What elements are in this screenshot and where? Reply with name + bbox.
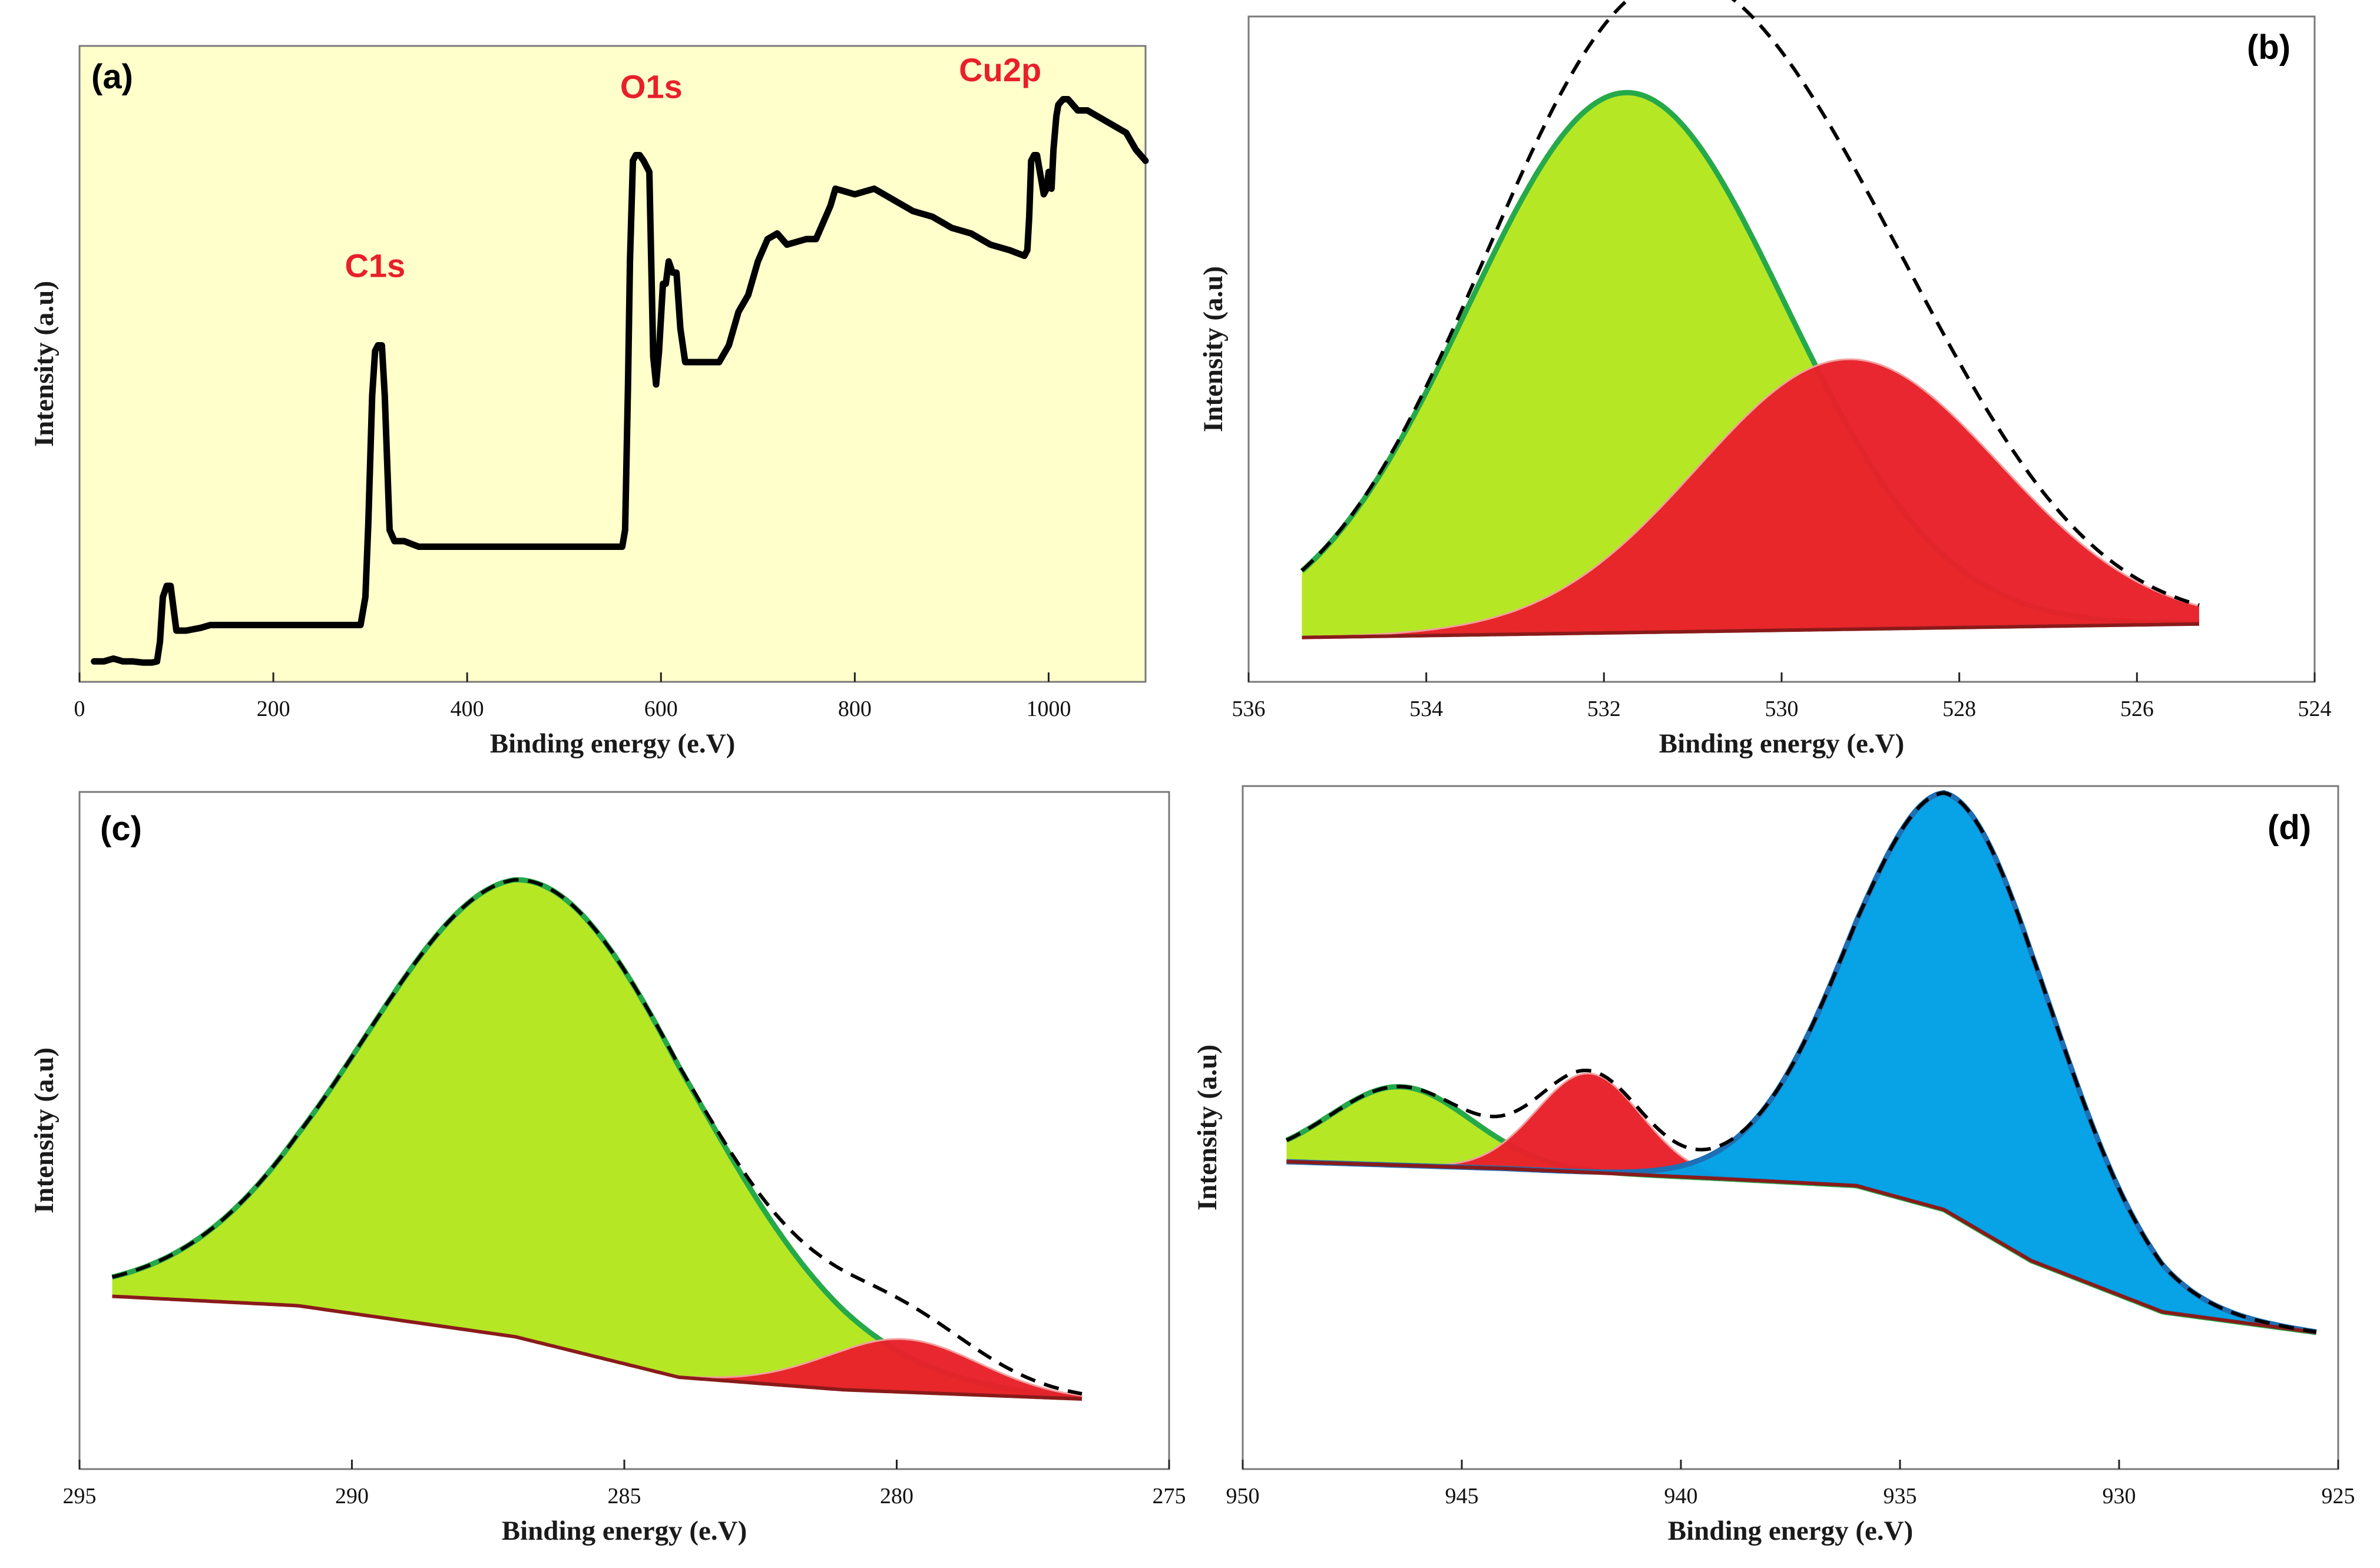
component-green-area	[112, 880, 1082, 1399]
x-tick-label: 940	[1664, 1484, 1698, 1509]
y-axis-title: Intensity (a.u)	[1192, 1045, 1223, 1211]
x-tick-label: 200	[257, 697, 290, 721]
panel-label: (c)	[100, 810, 142, 848]
x-tick-label: 945	[1445, 1484, 1479, 1509]
component-blue-area	[1286, 793, 2316, 1332]
component-red-area	[112, 1296, 1082, 1399]
component-red-area	[1286, 1073, 2316, 1332]
y-axis-title: Intensity (a.u)	[1198, 266, 1229, 432]
x-tick-label: 800	[838, 697, 872, 721]
panel-label: (d)	[2268, 808, 2311, 847]
x-tick-label: 400	[451, 697, 484, 721]
component-green-area	[1302, 92, 2199, 638]
panel-label: (a)	[91, 58, 133, 96]
x-tick-label: 295	[63, 1484, 97, 1509]
x-tick-label: 950	[1226, 1484, 1260, 1509]
component-red-curve	[1302, 358, 2200, 638]
panel-b-o1s-chart: 536 534 532 530 528 526 524 Binding energy (e.V…	[1198, 0, 2332, 759]
component-green-area	[1286, 1086, 2316, 1332]
x-axis-title: Binding energy (e.V)	[502, 1516, 747, 1546]
x-tick-label: 1000	[1026, 697, 1071, 721]
x-tick-label: 935	[1884, 1484, 1917, 1509]
x-tick-label: 526	[2120, 697, 2154, 721]
x-axis-title: Binding energy (e.V)	[1668, 1516, 1913, 1546]
y-axis-title: Intensity (a.u)	[29, 1047, 59, 1214]
peak-annotation: O1s	[620, 68, 683, 105]
x-tick-label: 280	[880, 1484, 913, 1509]
x-tick-label: 532	[1587, 697, 1621, 721]
peak-annotation: Cu2p	[959, 51, 1041, 88]
panel-label: (b)	[2247, 28, 2290, 67]
x-axis-title: Binding energy (e.V)	[1659, 728, 1904, 759]
x-tick-label: 275	[1153, 1484, 1186, 1509]
x-tick-label: 285	[608, 1484, 641, 1509]
x-tick-label: 536	[1232, 697, 1266, 721]
x-tick-label: 534	[1409, 697, 1443, 721]
x-tick-label: 524	[2298, 697, 2332, 721]
envelope-dashed-line	[1300, 0, 2200, 607]
x-tick-label: 530	[1765, 697, 1799, 721]
envelope-dashed-line	[111, 878, 1083, 1396]
panel-c-c1s-chart: 295 290 285 280 275 Binding energy (e.V) Inten…	[29, 791, 1186, 1546]
panel-a-survey-chart: C1s O1s Cu2p 0 200 400 600 800 1000 Binding energ…	[29, 45, 1149, 759]
x-axis-title: Binding energy (e.V)	[490, 728, 735, 759]
background-line	[1302, 622, 2199, 639]
x-tick-label: 925	[2322, 1484, 2355, 1509]
panel-d-cu2p-chart: 950 945 940 935 930 925 Binding energy (e.V) In…	[1192, 785, 2355, 1546]
envelope-dashed-line	[1286, 791, 2317, 1334]
peak-annotation: C1s	[345, 247, 405, 284]
background-line	[112, 1294, 1083, 1401]
background-line	[1286, 1160, 2317, 1334]
x-tick-label: 600	[644, 697, 678, 721]
survey-spectrum-line	[91, 96, 1149, 666]
component-red-area	[1302, 359, 2199, 638]
x-tick-label: 528	[1942, 697, 1976, 721]
plot-area	[78, 45, 1147, 683]
y-axis-title: Intensity (a.u)	[29, 281, 59, 447]
x-tick-label: 290	[335, 1484, 369, 1509]
x-tick-label: 0	[74, 697, 85, 721]
x-tick-label: 930	[2103, 1484, 2136, 1509]
